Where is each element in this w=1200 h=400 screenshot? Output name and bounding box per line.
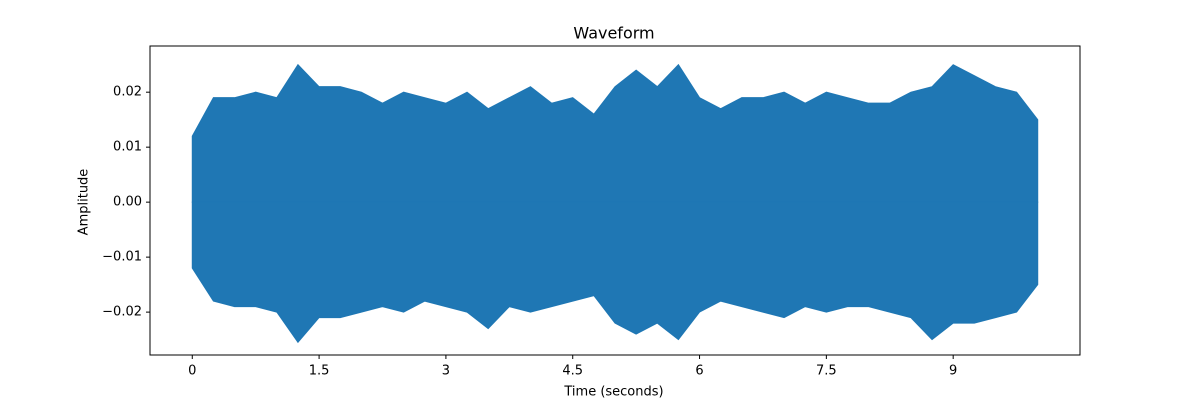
x-tick-label: 1.5 — [309, 364, 330, 379]
x-tick-label: 6 — [695, 364, 703, 379]
y-tick-label: 0.01 — [113, 140, 142, 155]
y-tick-label: 0.02 — [113, 85, 142, 100]
x-tick-label: 9 — [949, 364, 957, 379]
x-tick-label: 7.5 — [816, 364, 837, 379]
y-tick-label: −0.02 — [102, 305, 142, 320]
x-tick-label: 4.5 — [562, 364, 583, 379]
y-tick-label: −0.01 — [102, 250, 142, 265]
y-tick-label: 0.00 — [113, 195, 142, 210]
plot-frame — [149, 45, 1081, 356]
x-tick-label: 3 — [442, 364, 450, 379]
x-axis-label: Time (seconds) — [563, 385, 663, 400]
waveform-envelope — [191, 63, 1039, 203]
x-tick-label: 0 — [188, 364, 196, 379]
waveform-envelope — [191, 201, 1039, 344]
y-axis-label: Amplitude — [77, 169, 92, 236]
chart-title: Waveform — [573, 24, 654, 43]
